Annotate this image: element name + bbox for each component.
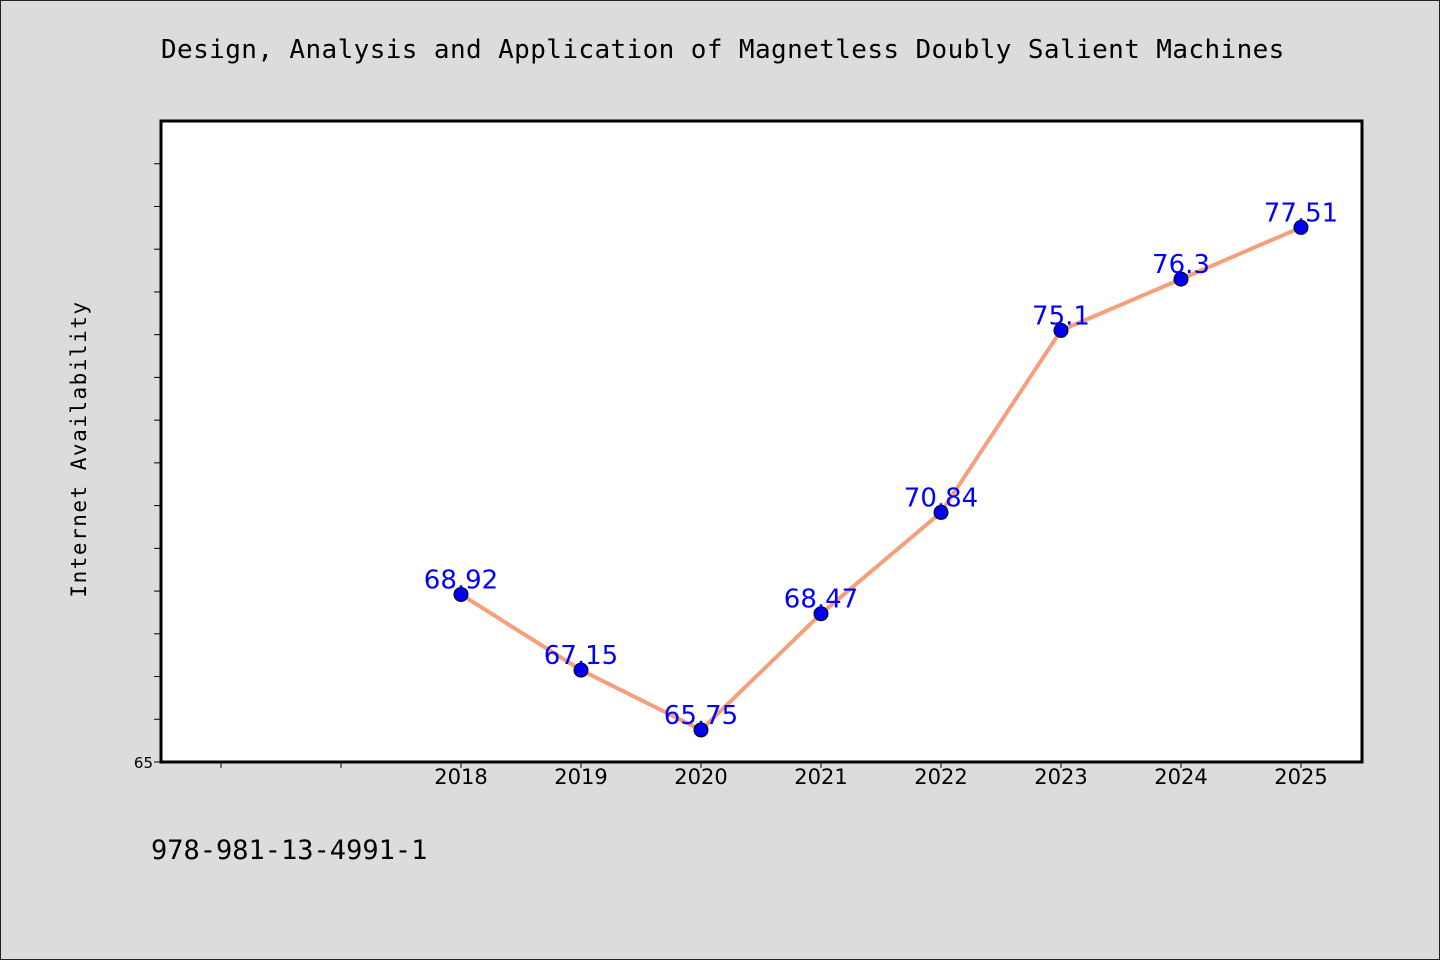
data-point bbox=[933, 504, 949, 520]
data-point bbox=[693, 722, 709, 738]
data-label: 67.15 bbox=[544, 641, 618, 671]
data-point bbox=[1293, 219, 1309, 235]
y-tick-label: 65 bbox=[134, 754, 153, 772]
chart-title: Design, Analysis and Application of Magn… bbox=[161, 35, 1285, 65]
data-label: 68.92 bbox=[424, 565, 498, 595]
y-axis: 65 bbox=[134, 163, 161, 772]
data-point bbox=[813, 606, 829, 622]
data-labels: 68.92 67.15 65.75 68.47 70.84 75.1 76.3 77.51 bbox=[424, 198, 1338, 731]
x-axis: 2018 2019 2020 2021 2022 2023 2024 2025 bbox=[220, 762, 1328, 789]
x-tick-label: 2019 bbox=[554, 765, 607, 789]
x-tick-label: 2022 bbox=[914, 765, 967, 789]
data-label: 77.51 bbox=[1264, 198, 1338, 228]
data-point bbox=[1053, 322, 1069, 338]
series-line bbox=[459, 225, 1302, 732]
data-point bbox=[1173, 271, 1189, 287]
data-label: 65.75 bbox=[664, 701, 738, 731]
x-tick-label: 2024 bbox=[1154, 765, 1207, 789]
x-tick-label: 2021 bbox=[794, 765, 847, 789]
data-label: 76.3 bbox=[1152, 250, 1210, 280]
x-tick-label: 2025 bbox=[1274, 765, 1327, 789]
data-label: 68.47 bbox=[784, 585, 858, 615]
plot-area bbox=[159, 119, 1364, 764]
data-point bbox=[453, 586, 469, 602]
data-label: 70.84 bbox=[904, 483, 978, 513]
data-label: 75.1 bbox=[1032, 301, 1090, 331]
x-tick-label: 2018 bbox=[434, 765, 487, 789]
data-markers bbox=[453, 219, 1309, 738]
x-tick-label: 2020 bbox=[674, 765, 727, 789]
isbn-text: 978-981-13-4991-1 bbox=[151, 835, 428, 866]
data-point bbox=[573, 662, 589, 678]
x-tick-label: 2023 bbox=[1034, 765, 1087, 789]
